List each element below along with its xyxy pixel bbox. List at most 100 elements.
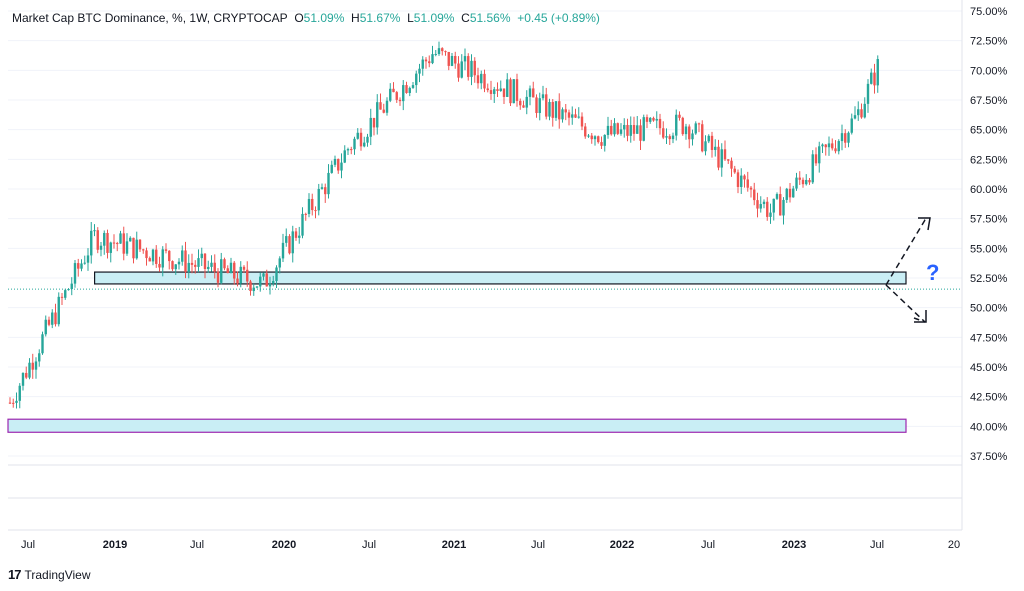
candle-body xyxy=(580,116,584,127)
candle-body xyxy=(473,60,476,76)
candle-body xyxy=(86,255,90,263)
y-axis[interactable]: 75.00% 72.50% 70.00% 67.50% 65.00% 62.50% 60.0… xyxy=(970,6,1008,463)
candle-body xyxy=(636,125,639,134)
candle-body xyxy=(736,172,740,187)
candle-body xyxy=(590,135,593,140)
candle-body xyxy=(753,189,756,201)
x-tick-label: 2020 xyxy=(272,539,296,551)
candle-body xyxy=(600,142,603,146)
candle-body xyxy=(665,136,668,138)
candle-body xyxy=(814,154,818,164)
candle-body xyxy=(593,136,597,140)
candle-body xyxy=(688,126,691,140)
candle-body xyxy=(450,55,454,66)
candle-body xyxy=(226,268,229,274)
candle-body xyxy=(168,250,171,262)
candle-body xyxy=(668,136,671,140)
candle-body xyxy=(824,144,827,148)
candle-body xyxy=(285,236,288,243)
candle-body xyxy=(363,142,366,147)
candle-body xyxy=(788,188,792,198)
candle-body xyxy=(691,133,694,140)
candle-body xyxy=(116,243,119,245)
x-axis[interactable]: Jul 2019 Jul 2020 Jul 2021 Jul 2022 Jul 2023 Jul 20 xyxy=(21,539,960,551)
candle-body xyxy=(415,73,418,86)
candle-body xyxy=(181,250,184,262)
candle-body xyxy=(870,72,873,84)
candle-body xyxy=(382,109,385,113)
candle-body xyxy=(704,141,707,152)
candle-body xyxy=(626,124,629,136)
candle-body xyxy=(512,79,515,104)
candle-body xyxy=(564,109,567,113)
candle-body xyxy=(675,114,678,136)
candle-body xyxy=(51,312,54,325)
candle-body xyxy=(54,312,57,325)
y-tick-label: 75.00% xyxy=(970,6,1008,18)
candle-body xyxy=(129,237,132,242)
candle-body xyxy=(876,59,879,86)
candle-body xyxy=(831,143,834,149)
candle-body xyxy=(629,125,632,136)
candle-body xyxy=(236,278,239,284)
candle-body xyxy=(740,175,743,187)
candle-body xyxy=(431,54,434,64)
candle-body xyxy=(31,362,34,370)
candle-body xyxy=(83,262,86,264)
zone-support xyxy=(7,418,907,433)
candle-body xyxy=(701,124,704,152)
candle-body xyxy=(379,102,382,110)
candle-body xyxy=(255,286,259,288)
candle-body xyxy=(223,259,226,269)
candle-body xyxy=(405,85,408,93)
candle-body xyxy=(304,213,307,215)
candle-body xyxy=(184,250,187,272)
candle-body xyxy=(242,266,246,270)
candle-body xyxy=(639,125,642,141)
candle-body xyxy=(519,100,522,106)
candle-body xyxy=(356,132,359,139)
candle-body xyxy=(551,101,554,118)
candle-body xyxy=(863,103,866,118)
candle-body xyxy=(697,123,701,125)
candle-body xyxy=(350,149,353,151)
candle-body xyxy=(480,73,483,84)
x-tick-label: 2023 xyxy=(782,539,806,551)
candle-body xyxy=(21,372,25,386)
candle-body xyxy=(216,271,220,283)
candle-body xyxy=(730,160,733,169)
candle-body xyxy=(603,134,606,146)
candle-body xyxy=(515,79,519,101)
candle-body xyxy=(132,237,135,259)
candle-body xyxy=(866,83,870,104)
candle-body xyxy=(720,149,723,168)
candle-body xyxy=(112,242,116,244)
candle-body xyxy=(509,79,512,104)
candle-body xyxy=(57,296,60,325)
candle-body xyxy=(138,239,142,250)
y-tick-label: 50.00% xyxy=(970,303,1008,315)
candle-body xyxy=(80,263,83,269)
candle-body xyxy=(610,125,613,135)
candle-body xyxy=(779,194,782,216)
candle-body xyxy=(444,51,447,53)
candle-body xyxy=(837,141,840,152)
candle-body xyxy=(749,187,753,190)
candle-body xyxy=(288,236,291,254)
candle-body xyxy=(220,259,223,283)
candle-body xyxy=(298,235,301,238)
candle-body xyxy=(502,88,506,97)
zone-resistance xyxy=(93,271,907,285)
candle-body xyxy=(632,125,636,134)
candle-body xyxy=(366,136,369,143)
candle-body xyxy=(483,73,486,89)
candle-body xyxy=(259,276,262,287)
candle-body xyxy=(60,296,64,298)
tradingview-brand[interactable]: 17 TradingView xyxy=(8,567,91,582)
x-tick-label: 20 xyxy=(948,539,960,551)
legend-close-value: 51.56% xyxy=(469,11,511,25)
candle-body xyxy=(671,135,675,140)
legend-low-label: L xyxy=(407,11,414,25)
candle-body xyxy=(792,188,795,198)
